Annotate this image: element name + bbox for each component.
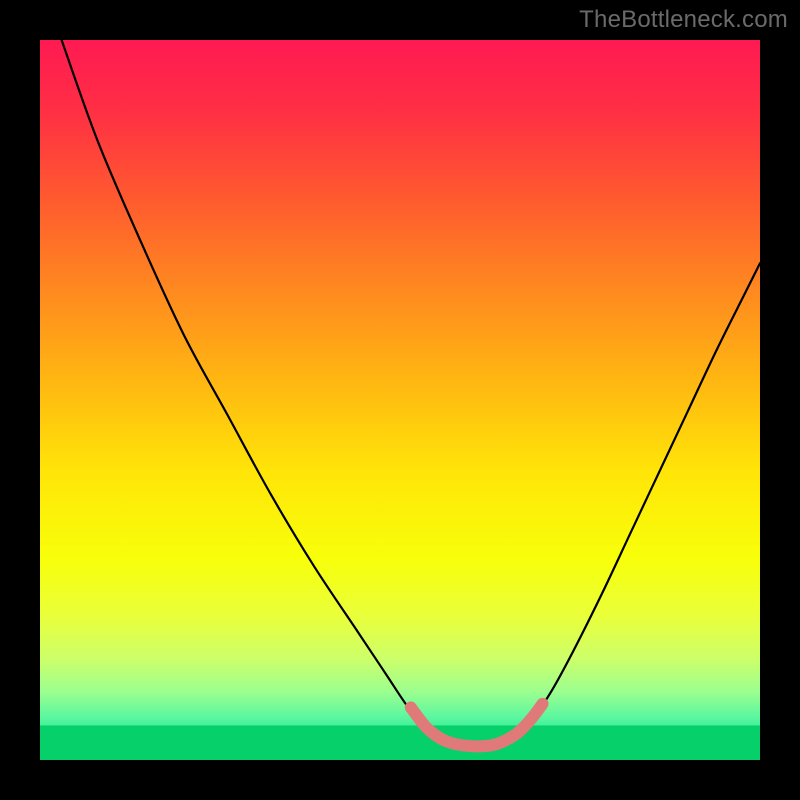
chart-container: TheBottleneck.com bbox=[0, 0, 800, 800]
plot-background bbox=[40, 40, 760, 760]
bottleneck-chart bbox=[0, 0, 800, 800]
bottom-green-band bbox=[40, 725, 760, 760]
watermark-text: TheBottleneck.com bbox=[579, 6, 788, 34]
